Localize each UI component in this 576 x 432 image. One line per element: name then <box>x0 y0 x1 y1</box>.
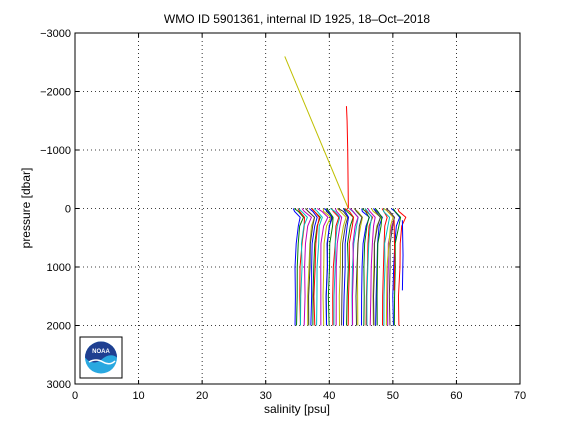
x-tick-label: 30 <box>260 390 272 402</box>
profile-line <box>349 208 359 326</box>
data-series <box>284 56 404 291</box>
profile-line <box>331 208 340 326</box>
noaa-logo: NOAA <box>79 336 123 379</box>
noaa-logo-text: NOAA <box>92 349 110 355</box>
profile-line <box>337 208 349 326</box>
profile-line <box>308 208 318 326</box>
series-line <box>345 106 349 209</box>
y-tick-label: 1000 <box>47 262 71 274</box>
profile-line <box>367 208 376 326</box>
profile-line <box>383 208 391 326</box>
profile-line <box>292 208 301 326</box>
x-tick-label: 40 <box>323 390 335 402</box>
y-tick-label: 2000 <box>47 321 71 333</box>
profile-line <box>343 208 354 326</box>
profile-line <box>336 208 347 326</box>
x-tick-label: 10 <box>132 390 144 402</box>
series-line <box>284 56 349 209</box>
y-tick-label: 3000 <box>47 379 71 391</box>
grid-lines <box>75 33 520 384</box>
profile-line <box>311 208 320 326</box>
profile-line <box>330 208 341 326</box>
x-tick-label: 70 <box>514 390 526 402</box>
y-tick-label: −3000 <box>40 28 71 40</box>
noaa-logo-wave <box>88 359 116 365</box>
profile-line <box>385 208 395 326</box>
profile-line <box>374 208 383 326</box>
profile-line <box>322 208 332 326</box>
x-axis-label: salinity [psu] <box>264 402 330 416</box>
profile-line <box>373 208 381 326</box>
y-axis-label: pressure [dbar] <box>19 168 33 249</box>
profile-line <box>334 208 343 326</box>
profile-line <box>301 208 313 326</box>
x-axis-ticks: 0 10 20 30 40 50 60 70 <box>72 33 526 402</box>
profile-line <box>313 208 323 326</box>
y-tick-label: −2000 <box>40 87 71 99</box>
x-tick-label: 60 <box>450 390 462 402</box>
profile-line <box>372 208 383 326</box>
profile-line <box>342 208 350 326</box>
y-tick-label: 0 <box>65 204 71 216</box>
profile-line <box>361 208 371 326</box>
profile-line <box>364 208 373 326</box>
profile-line <box>383 208 394 326</box>
profile-line <box>326 208 334 326</box>
profile-line <box>293 208 305 326</box>
profile-line <box>397 208 407 326</box>
profile-line <box>304 208 316 326</box>
profile-line <box>316 208 329 326</box>
profile-line <box>298 208 308 326</box>
profile-line <box>392 208 402 326</box>
y-tick-label: −1000 <box>40 145 71 157</box>
profile-line <box>344 208 355 326</box>
x-tick-label: 0 <box>72 390 78 402</box>
profile-line <box>354 208 363 326</box>
series-line <box>393 220 396 291</box>
profile-line <box>323 208 333 326</box>
series-line <box>401 220 404 291</box>
chart-title: WMO ID 5901361, internal ID 1925, 18–Oct… <box>164 12 430 26</box>
x-tick-label: 50 <box>387 390 399 402</box>
noaa-logo-sky <box>85 341 117 363</box>
y-axis-ticks: −3000 −2000 −1000 0 1000 2000 3000 <box>40 28 520 391</box>
profile-line <box>361 208 370 326</box>
plot-area <box>75 33 520 384</box>
x-tick-label: 20 <box>196 390 208 402</box>
profile-lines <box>292 208 407 326</box>
